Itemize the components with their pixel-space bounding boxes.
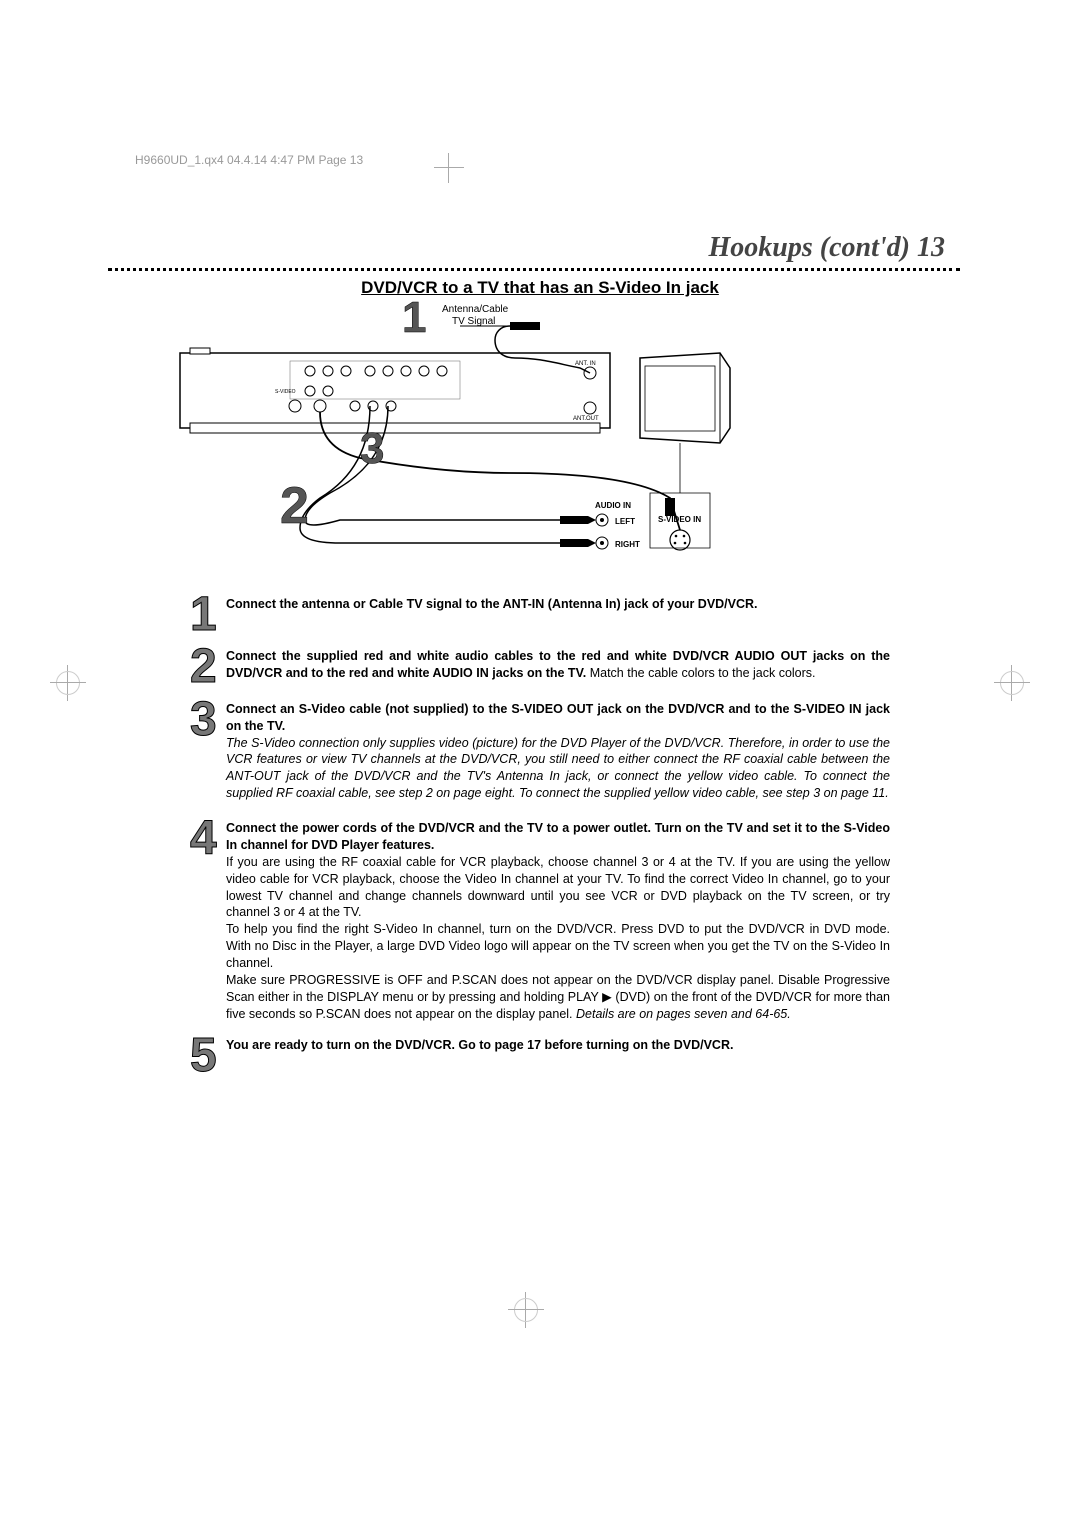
section-subtitle: DVD/VCR to a TV that has an S-Video In j… — [0, 278, 1080, 298]
crop-mark-bottom — [508, 1292, 544, 1328]
step-number: 3 — [190, 701, 226, 739]
steps-content: 1 Connect the antenna or Cable TV signal… — [190, 596, 890, 1089]
svg-text:3: 3 — [360, 424, 384, 473]
step-number: 4 — [190, 820, 226, 858]
step-text: Connect the antenna or Cable TV signal t… — [226, 596, 758, 613]
svg-text:S-VIDEO: S-VIDEO — [275, 389, 296, 395]
step-text: Connect the power cords of the DVD/VCR a… — [226, 820, 890, 1023]
svg-text:2: 2 — [280, 477, 309, 535]
page-title-area: Hookups (cont'd) 13 — [709, 232, 945, 264]
step-text: Connect an S-Video cable (not supplied) … — [226, 701, 890, 802]
svg-text:ANT. IN: ANT. IN — [575, 361, 596, 367]
step-number: 1 — [190, 596, 226, 634]
step-text: You are ready to turn on the DVD/VCR. Go… — [226, 1037, 733, 1054]
step-number: 5 — [190, 1037, 226, 1075]
svg-text:ANT.OUT: ANT.OUT — [573, 416, 599, 422]
crop-mark-left — [50, 665, 86, 701]
step-4: 4 Connect the power cords of the DVD/VCR… — [190, 820, 890, 1023]
step-1: 1 Connect the antenna or Cable TV signal… — [190, 596, 890, 634]
svg-text:Antenna/Cable TV Signal: Antenna/Cable TV Signal — [442, 304, 511, 327]
svg-text:LEFT: LEFT — [615, 517, 635, 526]
crop-mark-right — [994, 665, 1030, 701]
step-number: 2 — [190, 648, 226, 686]
page-header-note: H9660UD_1.qx4 04.4.14 4:47 PM Page 13 — [135, 153, 363, 167]
svg-text:RIGHT: RIGHT — [615, 540, 640, 549]
page-title: Hookups (cont'd) 13 — [709, 232, 945, 264]
svg-text:S-VIDEO IN: S-VIDEO IN — [658, 515, 701, 524]
svg-text:AUDIO IN: AUDIO IN — [595, 501, 631, 510]
step-5: 5 You are ready to turn on the DVD/VCR. … — [190, 1037, 890, 1075]
crop-mark-top — [434, 153, 464, 183]
svg-text:1: 1 — [402, 298, 426, 342]
step-3: 3 Connect an S-Video cable (not supplied… — [190, 701, 890, 802]
dotted-divider — [108, 268, 960, 271]
step-2: 2 Connect the supplied red and white aud… — [190, 648, 890, 686]
hookup-diagram: S-VIDEO ANT. IN ANT.OUT Antenna/Cable TV… — [160, 298, 860, 568]
step-text: Connect the supplied red and white audio… — [226, 648, 890, 682]
